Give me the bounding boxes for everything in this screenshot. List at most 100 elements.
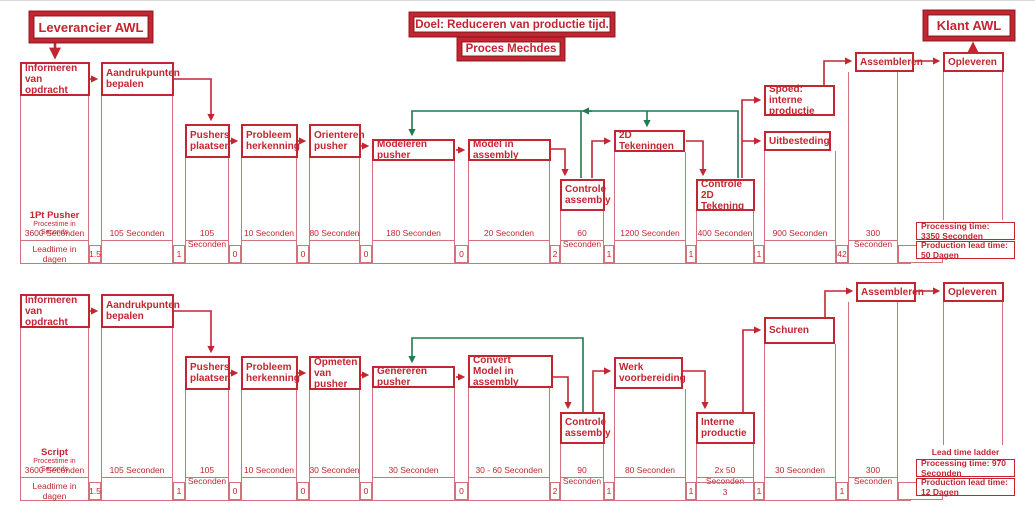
process-time-label-label: 80 Seconden [624,465,676,475]
process-time-label-label: 60 Seconden [562,228,602,249]
lead-time-ladder-header: Lead time ladder [916,447,1015,457]
leadtime-row-label: Leadtime in dagen [20,481,89,501]
ladder-column-pusher-1pt-3 [241,158,297,263]
box-controle-assembly-label: Controle assembly [565,184,611,206]
station-name-label: 1Pt Pusher [29,210,80,221]
station-name: 1Pt Pusher [20,211,89,221]
box-orienteren-pusher: Orienteren pusher [309,124,365,158]
ladder-column-pusher-1pt-0 [20,96,89,263]
ladder-column-script-9 [696,444,754,500]
process-time-label-label: 105 Seconden [109,465,165,475]
ladder-column-pusher-1pt-4 [309,158,360,263]
box-aandrukpunten-bepalen-2: Aandrukpunten bepalen [101,294,180,328]
process-time-label: 60 Seconden [560,228,604,250]
flow-arrow-pusher-1pt-10 [741,96,762,178]
process-time-label: 80 Seconden [309,228,360,239]
totals-row-0: Processing time: 3350 Seconden [916,221,1015,241]
leadtime-cell-label: 0 [363,249,369,259]
process-time-label-label: 10 Seconden [243,465,295,475]
process-time-label: 10 Seconden [241,465,297,476]
ladder-column-script-4 [309,390,360,500]
ladder-column-pusher-1pt-2 [185,158,229,263]
box-pushers-plaatsen-2-label: Pushers plaatsen [190,362,231,384]
process-time-label-label: 105 Seconden [187,228,227,249]
process-time-label: 2x 50 Seconden [696,465,754,487]
ladder-column-script-2 [185,390,229,500]
leadtime-cell: 0 [360,245,372,263]
leadtime-cell-label: 1.5 [89,249,101,259]
box-modeleren-pusher-label: Modeleren pusher [377,139,428,161]
process-time-label: 400 Seconden [696,228,754,239]
ladder-column-pusher-1pt-6 [468,161,550,263]
ladder-column-pusher-1pt-7 [560,211,604,263]
box-probleem-herkenning: Probleem herkenning [241,124,300,158]
box-schuren-label: Schuren [769,325,810,336]
box-opleveren-2: Opleveren [943,282,1004,302]
ladder-column-pusher-1pt-9 [696,211,754,263]
process-time-label: 1200 Seconden [614,228,686,239]
rework-arrow-pusher-1pt-15 [408,110,739,178]
totals-row-0-label: Processing time: 3350 Seconden [921,221,990,241]
leadtime-cell-label: 2 [552,486,558,496]
box-modeleren-pusher: Modeleren pusher [372,139,455,161]
process-time-label-label: 300 Seconden [853,465,893,486]
process-time-line [764,477,836,478]
leadtime-cell: 2 [550,482,560,500]
process-time-line [468,240,550,241]
ladder-column-script-1 [101,328,173,500]
box-opleveren-2-label: Opleveren [948,286,997,298]
box-probleem-herkenning-2-label: Probleem herkenning [246,362,300,384]
flow-arrow-script-7 [592,367,612,412]
ladder-column-script-5 [372,388,455,500]
ladder-column-script-12 [943,302,1003,445]
process-title-box: Proces Mechdes [458,38,564,60]
leadtime-cell: 0 [229,245,241,263]
ladder-column-script-10 [764,344,836,500]
process-time-line [101,240,173,241]
leadtime-cell-label: 1 [176,249,182,259]
process-time-label-label: 105 Seconden [187,465,227,486]
process-time-line [614,240,686,241]
process-time-label: 30 Seconden [764,465,836,476]
box-2d-tekeningen-label: 2D Tekeningen [619,130,674,152]
box-assembleren-label: Assembleren [860,56,923,68]
process-time-label-label: 30 - 60 Seconden [475,465,543,475]
flow-arrow-pusher-1pt-7 [551,148,569,177]
process-time-line [185,477,229,478]
box-controle-2d-tekening: Controle 2D Tekening [696,179,755,212]
process-time-label-label: 300 Seconden [853,228,893,249]
process-time-label-label: 90 Seconden [562,465,602,486]
process-time-line [101,477,173,478]
ladder-column-script-8 [614,389,686,500]
box-spoed-interne-productie-label: Spoed: interne productie [769,84,815,117]
process-time-label: 900 Seconden [764,228,836,239]
process-time-line [309,240,360,241]
box-assembleren: Assembleren [855,52,923,72]
process-time-line [20,240,89,241]
leadtime-cell: 0 [360,482,372,500]
box-aandrukpunten-bepalen: Aandrukpunten bepalen [101,62,180,96]
station-total-time-label: 3600 Seconden [24,465,85,475]
box-pushers-plaatsen: Pushers plaatsen [185,124,231,158]
leadtime-cell-label: 1 [176,486,182,496]
box-pushers-plaatsen-2: Pushers plaatsen [185,356,231,390]
leadtime-cell: 1 [686,482,696,500]
leadtime-cell: 1.5 [89,245,101,263]
process-time-line [372,477,455,478]
process-time-line [20,477,89,478]
box-controle-assembly: Controle assembly [560,179,611,211]
ladder-column-script-7 [560,444,604,500]
leadtime-cell: 1 [173,482,185,500]
leadtime-cell-label: 0 [300,249,306,259]
process-time-label: 180 Seconden [372,228,455,239]
leadtime-inside: 3 [696,482,754,500]
leadtime-rail [20,500,911,501]
box-spoed-interne-productie: Spoed: interne productie [764,84,835,117]
goal-title: Doel: Reduceren van productie tijd. [415,18,609,31]
flow-arrow-script-6 [553,376,572,410]
box-opleveren: Opleveren [943,52,1004,72]
process-time-label-label: 80 Seconden [309,228,360,238]
process-time-label-label: 1200 Seconden [620,228,680,238]
ladder-column-pusher-1pt-8 [614,152,686,263]
box-werk-voorbereiding-label: Werk voorbereiding [619,362,686,384]
